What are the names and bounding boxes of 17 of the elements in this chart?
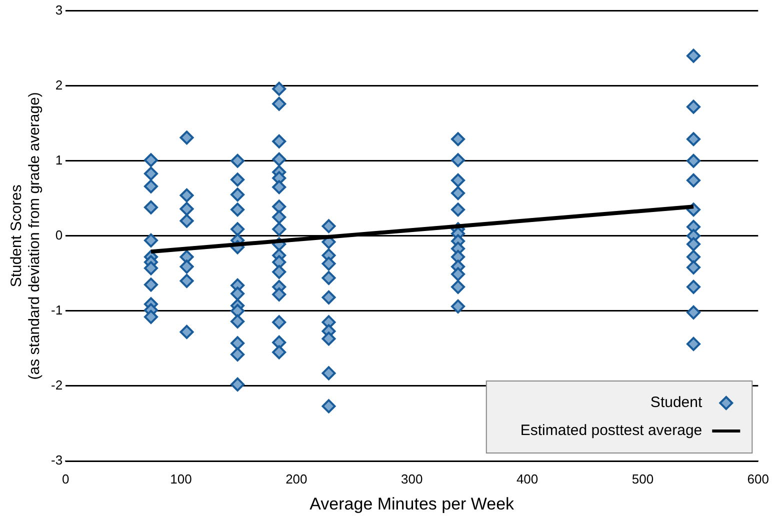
x-tick-label: 500 xyxy=(632,471,654,486)
y-tick-label: 1 xyxy=(55,152,63,168)
x-tick-label: 600 xyxy=(747,471,770,486)
y-tick-label: 3 xyxy=(55,2,63,18)
y-tick-label: -3 xyxy=(50,452,63,468)
y-axis-title: Student Scores (as standard deviation from grade average) xyxy=(8,92,44,380)
x-tick-label: 400 xyxy=(516,471,538,486)
y-tick-label: 2 xyxy=(55,77,63,92)
x-tick-label: 200 xyxy=(286,471,308,486)
x-tick-label: 300 xyxy=(401,471,423,486)
legend-label: Student xyxy=(650,394,703,412)
x-tick-label: 100 xyxy=(170,471,192,486)
y-tick-label: -2 xyxy=(50,378,63,393)
y-tick-label: -1 xyxy=(50,302,63,318)
legend-label: Estimated posttest average xyxy=(520,422,702,440)
x-axis-title: Average Minutes per Week xyxy=(310,494,515,514)
y-tick-label: 0 xyxy=(55,227,63,242)
